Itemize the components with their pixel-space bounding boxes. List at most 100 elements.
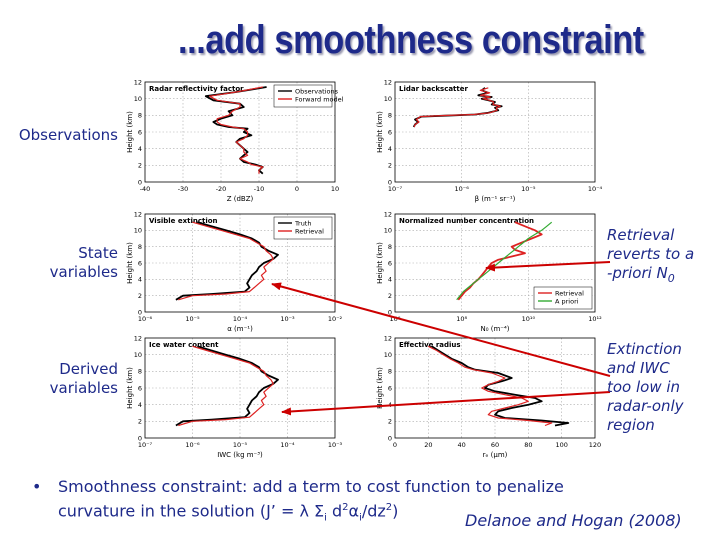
y-tick-label: 0	[388, 434, 392, 442]
annotation-retrieval-apriori: Retrieval reverts to a -priori N0	[607, 226, 694, 288]
annotation-1-line-1: Retrieval	[607, 226, 675, 244]
y-tick-label: 6	[388, 128, 392, 136]
annotation-2-line-3: too low in	[607, 378, 681, 396]
row-label-derived-line-1: Derived	[59, 360, 118, 378]
series-line-2	[413, 87, 501, 128]
y-axis-label: Height (km)	[376, 367, 384, 409]
plot-frame	[394, 337, 596, 439]
y-tick-label: 6	[388, 259, 392, 267]
series-line-1	[431, 345, 570, 427]
series-line-2	[178, 345, 274, 427]
bullet-line-2-pre: curvature in the solution (J’ = λ Σ	[58, 501, 325, 521]
arrow-iwc	[281, 391, 611, 416]
x-tick-label: 10⁻⁶	[185, 441, 200, 449]
y-tick-label: 4	[138, 145, 142, 153]
chart-panel-1: -40 -30 -20 -10 0 10 0 2 4 6 8 10 12 Z (dBZ) Height (k…	[126, 78, 344, 203]
y-tick-label: 10	[134, 227, 142, 235]
annotation-2-line-4: radar-only	[607, 397, 684, 415]
y-tick-label: 0	[138, 434, 142, 442]
legend-label: Observations	[295, 87, 339, 95]
y-tick-label: 2	[138, 292, 142, 300]
y-tick-label: 2	[388, 292, 392, 300]
x-tick-label: 10⁸	[456, 315, 467, 323]
y-tick-label: 4	[388, 276, 392, 284]
x-tick-label: 120	[589, 441, 601, 449]
reference-citation: Delanoe and Hogan (2008)	[465, 511, 682, 530]
x-tick-label: 10⁻⁵	[521, 185, 536, 193]
bullet-sup-2: 2	[342, 502, 349, 513]
y-axis-label: Height (km)	[126, 111, 134, 153]
x-tick-label: 80	[524, 441, 532, 449]
panel-title: Normalized number concentration	[399, 217, 534, 225]
y-tick-label: 10	[384, 227, 392, 235]
x-tick-label: -30	[178, 185, 189, 193]
row-label-derived-line-2: variables	[49, 379, 118, 397]
x-axis-label: α (m⁻¹)	[227, 325, 253, 333]
legend-label: A priori	[555, 297, 579, 305]
annotation-1-line-2: reverts to a	[607, 245, 695, 263]
y-tick-label: 2	[388, 418, 392, 426]
annotation-2-line-2: and IWC	[607, 359, 670, 377]
x-tick-label: 10⁻²	[328, 315, 343, 323]
x-tick-label: 10⁻⁶	[138, 315, 153, 323]
y-tick-label: 4	[388, 145, 392, 153]
x-axis-label: IWC (kg m⁻³)	[217, 451, 263, 459]
x-tick-label: -10	[254, 185, 265, 193]
row-label-observations-text: Observations	[18, 126, 118, 144]
annotation-extinction-iwc: Extinction and IWC too low in radar-only…	[607, 340, 684, 435]
y-tick-label: 12	[384, 334, 392, 342]
x-axis-label: N₀ (m⁻⁴)	[480, 325, 509, 333]
y-tick-label: 0	[388, 308, 392, 316]
series-line-1	[175, 221, 279, 301]
annotation-1-subscript: 0	[667, 272, 675, 285]
y-tick-label: 12	[134, 210, 142, 218]
x-tick-label: 40	[458, 441, 466, 449]
panel-title: Ice water content	[149, 341, 219, 349]
legend-label: Forward model	[295, 95, 344, 103]
x-tick-label: 10⁶	[390, 315, 401, 323]
y-tick-label: 8	[138, 368, 142, 376]
y-tick-label: 2	[388, 162, 392, 170]
x-tick-label: 10⁻⁷	[138, 441, 153, 449]
panel-title: Lidar backscatter	[399, 85, 469, 93]
x-axis-label: Z (dBZ)	[227, 195, 254, 203]
bullet-line-1: Smoothness constraint: add a term to cos…	[58, 477, 564, 496]
series-line-1	[204, 86, 267, 175]
plot-frame	[394, 81, 596, 183]
y-tick-label: 6	[388, 384, 392, 392]
legend-label: Truth	[294, 219, 311, 227]
x-tick-label: 10⁻⁵	[233, 441, 248, 449]
legend-label: Retrieval	[555, 289, 584, 297]
x-tick-label: 10¹⁰	[522, 315, 536, 323]
bullet-alpha: α	[348, 501, 360, 521]
y-tick-label: 6	[138, 259, 142, 267]
annotation-arrows	[271, 261, 611, 416]
chart-panel-3: 10⁻⁶ 10⁻⁵ 10⁻⁴ 10⁻³ 10⁻² 0 2 4 6 8 10 12 α (m⁻¹) Heig…	[126, 210, 343, 333]
chart-panel-2: 10⁻⁷ 10⁻⁶ 10⁻⁵ 10⁻⁴ 0 2 4 6 8 10 12 β (m⁻¹ sr⁻¹) Hei…	[376, 78, 603, 203]
panel-title: Visible extinction	[149, 217, 218, 225]
series-line-2	[428, 345, 553, 427]
chart-panel-5: 10⁻⁷ 10⁻⁶ 10⁻⁵ 10⁻⁴ 10⁻³ 0 2 4 6 8 10 12 IWC (kg m⁻³…	[126, 334, 343, 459]
x-tick-label: 10⁻³	[280, 315, 295, 323]
y-axis-label: Height (km)	[376, 242, 384, 284]
row-label-state-line-1: State	[78, 244, 118, 262]
y-tick-label: 4	[138, 401, 142, 409]
bullet-sub-i: i	[324, 512, 327, 524]
series-line-1	[457, 221, 543, 301]
y-tick-label: 8	[388, 243, 392, 251]
x-tick-label: 10⁻⁴	[588, 185, 603, 193]
series-line-2	[209, 86, 264, 174]
annotation-2-line-1: Extinction	[607, 340, 682, 358]
x-tick-label: 10⁻⁴	[280, 441, 295, 449]
plot-frame	[144, 81, 336, 183]
x-tick-label: 100	[555, 441, 567, 449]
plot-frame	[144, 337, 336, 439]
y-tick-label: 6	[138, 384, 142, 392]
y-axis-label: Height (km)	[126, 242, 134, 284]
row-label-derived-variables: Derived variables	[4, 360, 118, 398]
x-tick-label: 10⁻⁴	[233, 315, 248, 323]
bullet-line-2-end: )	[392, 501, 399, 521]
x-tick-label: 10⁻⁷	[388, 185, 403, 193]
y-axis-label: Height (km)	[376, 111, 384, 153]
